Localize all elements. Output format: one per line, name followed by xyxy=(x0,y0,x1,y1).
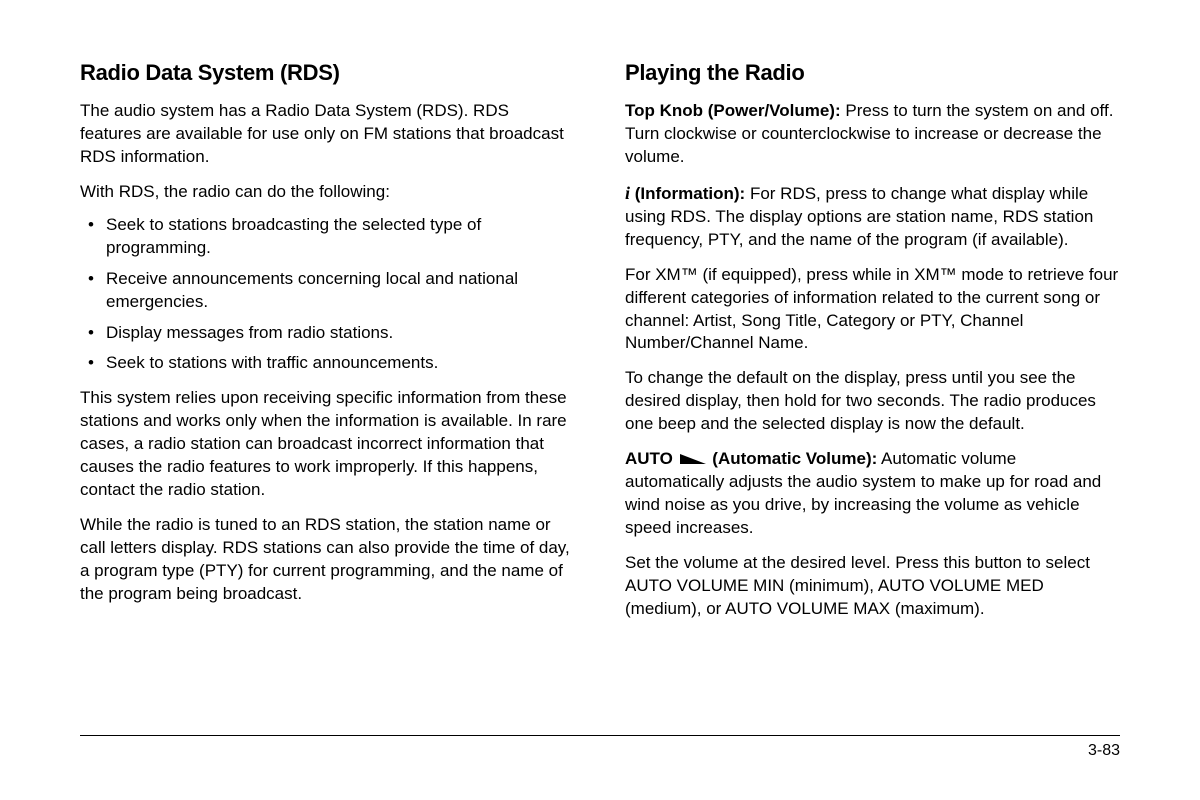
rds-heading: Radio Data System (RDS) xyxy=(80,60,575,86)
playing-radio-heading: Playing the Radio xyxy=(625,60,1120,86)
xm-para: For XM™ (if equipped), press while in XM… xyxy=(625,264,1120,356)
knob-label: Top Knob (Power/Volume): xyxy=(625,101,841,120)
knob-para: Top Knob (Power/Volume): Press to turn t… xyxy=(625,100,1120,169)
rds-para-4: While the radio is tuned to an RDS stati… xyxy=(80,514,575,606)
auto-para: AUTO (Automatic Volume): Automatic volum… xyxy=(625,448,1120,540)
page-number: 3-83 xyxy=(80,742,1120,760)
rds-intro-1: The audio system has a Radio Data System… xyxy=(80,100,575,169)
left-column: Radio Data System (RDS) The audio system… xyxy=(80,60,575,710)
list-item: Seek to stations with traffic announceme… xyxy=(106,352,575,375)
footer-divider xyxy=(80,735,1120,736)
volume-triangle-icon xyxy=(680,454,706,464)
list-item: Display messages from radio stations. xyxy=(106,322,575,345)
page-footer: 3-83 xyxy=(80,735,1120,760)
auto-label-2: (Automatic Volume): xyxy=(708,449,878,468)
volume-para: Set the volume at the desired level. Pre… xyxy=(625,552,1120,621)
default-para: To change the default on the display, pr… xyxy=(625,367,1120,436)
info-para: i (Information): For RDS, press to chang… xyxy=(625,181,1120,252)
right-column: Playing the Radio Top Knob (Power/Volume… xyxy=(625,60,1120,710)
auto-label-1: AUTO xyxy=(625,449,678,468)
list-item: Seek to stations broadcasting the select… xyxy=(106,214,575,260)
page-content: Radio Data System (RDS) The audio system… xyxy=(80,60,1120,710)
list-item: Receive announcements concerning local a… xyxy=(106,268,575,314)
rds-bullet-list: Seek to stations broadcasting the select… xyxy=(80,214,575,376)
rds-para-3: This system relies upon receiving specif… xyxy=(80,387,575,502)
rds-intro-2: With RDS, the radio can do the following… xyxy=(80,181,575,204)
info-label: (Information): xyxy=(630,184,745,203)
